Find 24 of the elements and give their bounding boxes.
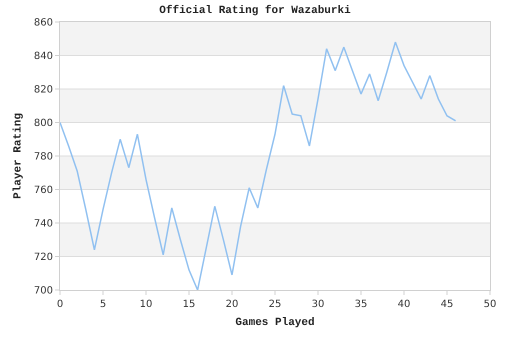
x-tick-label: 50 — [484, 299, 496, 310]
x-tick-label: 25 — [268, 299, 282, 310]
y-tick-label: 760 — [34, 185, 53, 196]
chart-title: Official Rating for Wazaburki — [159, 4, 352, 17]
x-tick-label: 0 — [56, 299, 64, 310]
x-tick-label: 20 — [226, 299, 238, 310]
line-series — [60, 41, 456, 290]
x-tick-label: 35 — [354, 299, 368, 310]
y-tick-label: 700 — [34, 286, 53, 296]
y-tick-label: 860 — [34, 18, 53, 28]
x-tick-label: 10 — [140, 299, 152, 310]
x-tick-label: 15 — [182, 299, 196, 310]
y-axis-title: Player Rating — [12, 113, 25, 199]
y-tick-label: 840 — [34, 51, 53, 62]
x-tick-label: 5 — [100, 299, 106, 310]
y-tick-label: 800 — [34, 118, 53, 129]
y-tick-label: 720 — [34, 252, 53, 263]
x-tick-label: 40 — [398, 299, 410, 310]
y-tick-label: 820 — [34, 84, 53, 96]
x-tick-label: 45 — [440, 299, 454, 310]
y-tick-label: 780 — [34, 152, 53, 162]
y-tick-label: 740 — [34, 218, 53, 230]
x-tick-label: 30 — [312, 299, 324, 310]
x-axis-title: Games Played — [235, 317, 315, 330]
